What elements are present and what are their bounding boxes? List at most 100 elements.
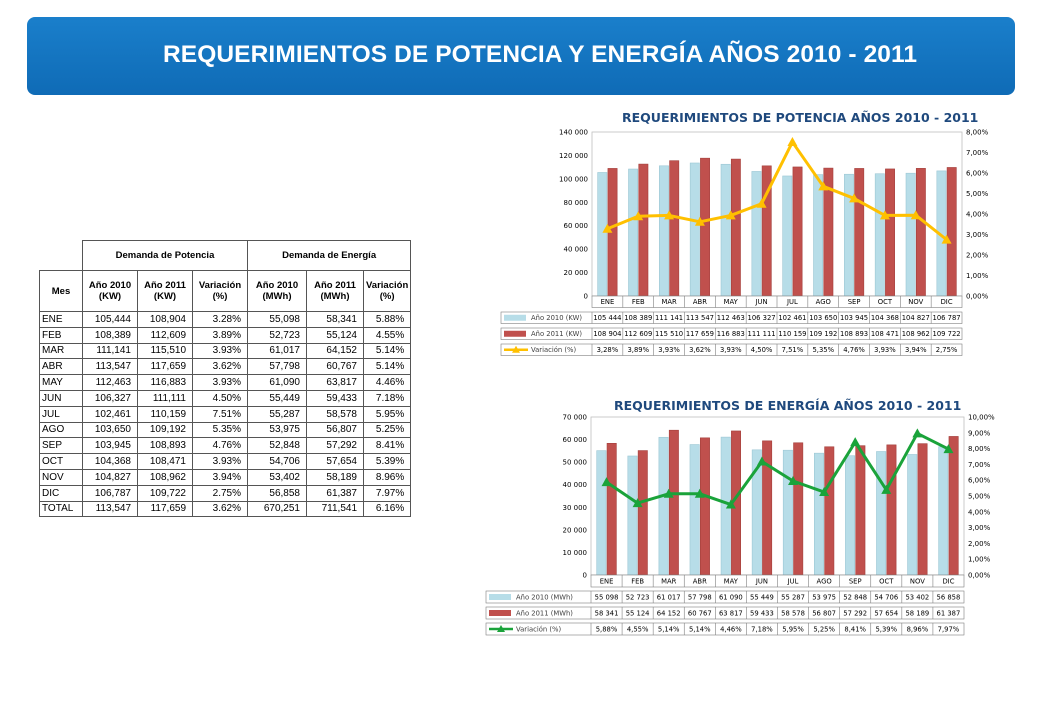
data-label: 57 654 (874, 610, 898, 618)
series-name: Año 2010 (KW) (531, 314, 582, 322)
y-tick-label: 60 000 (563, 436, 588, 444)
bar (792, 166, 803, 297)
table-cell: 4.55% (362, 326, 412, 344)
table-cell: 57,292 (306, 437, 364, 455)
y-tick-label: 0 (584, 293, 588, 301)
data-label: 3,89% (627, 346, 649, 354)
line-point (663, 488, 674, 498)
data-label: 4,46% (720, 626, 742, 634)
bar (700, 157, 710, 297)
bar (689, 162, 700, 297)
table-cell: 111,111 (137, 389, 193, 407)
data-label: 110 159 (778, 330, 806, 338)
column-header: Año 2010 (KW) (82, 270, 138, 312)
y2-tick-label: 3,00% (968, 524, 991, 532)
data-label: 54 706 (874, 594, 898, 602)
line-point (943, 444, 954, 454)
data-label: 60 767 (688, 610, 712, 618)
legend-key (504, 330, 526, 337)
bar (659, 165, 669, 297)
data-label: 5,39% (875, 626, 897, 634)
data-label: 61 090 (719, 594, 743, 602)
data-label: 113 547 (686, 314, 714, 322)
series-name: Año 2010 (MWh) (516, 594, 573, 602)
table-cell: 113,547 (82, 358, 138, 376)
category-label: DIC (941, 298, 953, 306)
bar (793, 442, 804, 576)
data-label: 56 807 (812, 610, 836, 618)
y-tick-label: 70 000 (563, 414, 588, 422)
y2-tick-label: 3,00% (966, 231, 989, 239)
category-label: JUN (755, 298, 768, 306)
bar (658, 436, 669, 576)
y2-tick-label: 5,00% (968, 493, 991, 501)
y2-tick-label: 9,00% (968, 429, 991, 437)
bar (668, 429, 679, 576)
table-cell: 103,945 (82, 437, 138, 455)
data-label: 111 141 (655, 314, 683, 322)
bar (905, 172, 916, 297)
table-cell: 112,609 (137, 326, 193, 344)
series-row (485, 590, 965, 604)
table-cell: 4.50% (192, 389, 248, 407)
category-label: MAR (661, 298, 677, 306)
y-tick-label: 40 000 (564, 246, 589, 254)
bar (689, 444, 700, 576)
table-cell: 52,848 (247, 437, 307, 455)
y2-tick-label: 1,00% (966, 272, 989, 280)
table-row: TOTAL 113,547 117,659 3.62% 670,251 711,541 6.… (39, 500, 412, 518)
data-label: 103 650 (809, 314, 837, 322)
table-header-row: Mes Año 2010 (KW) Año 2011 (KW) Variación (… (39, 270, 412, 312)
data-label: 7,18% (751, 626, 773, 634)
data-label: 106 787 (933, 314, 961, 322)
y2-tick-label: 0,00% (968, 572, 991, 580)
title-banner: REQUERIMIENTOS DE POTENCIA Y ENERGÍA AÑO… (27, 17, 1015, 95)
table-cell: 5.95% (362, 405, 412, 423)
data-label: 55 124 (626, 610, 650, 618)
table-row: FEB 108,389 112,609 3.89% 52,723 55,124 4.55% (39, 326, 412, 344)
y2-tick-label: 7,00% (966, 149, 989, 157)
data-label: 57 798 (688, 594, 712, 602)
table-cell: 3.93% (192, 342, 248, 360)
bar (782, 449, 793, 576)
table-cell: 111,141 (82, 342, 138, 360)
data-label: 104 827 (902, 314, 930, 322)
line-point (910, 210, 921, 220)
line-point (601, 477, 612, 487)
column-header: Año 2011 (MWh) (306, 270, 364, 312)
bar (915, 168, 926, 297)
table-row: NOV 104,827 108,962 3.94% 53,402 58,189 8.96% (39, 468, 412, 486)
energy-chart-title: REQUERIMIENTOS DE ENERGÍA AÑOS 2010 - 20… (614, 398, 962, 413)
data-label: 58 189 (905, 610, 929, 618)
bar (720, 163, 731, 297)
data-label: 53 975 (812, 594, 836, 602)
table-cell: 53,402 (247, 468, 307, 486)
category-label: MAY (724, 298, 739, 306)
data-label: 55 287 (781, 594, 805, 602)
bar (638, 163, 649, 297)
series-row (485, 606, 965, 620)
bar (876, 451, 887, 576)
table-cell: 5.14% (362, 342, 412, 360)
category-label: MAR (661, 578, 677, 586)
y2-tick-label: 7,00% (968, 461, 991, 469)
table-row: DIC 106,787 109,722 2.75% 56,858 61,387 7.97% (39, 484, 412, 502)
table-cell: 102,461 (82, 405, 138, 423)
y2-tick-label: 8,00% (966, 129, 989, 137)
table-cell: 55,124 (306, 326, 364, 344)
table-cell: 5.88% (362, 311, 412, 328)
table-row: ENE 105,444 108,904 3.28% 55,098 58,341 5.88% (39, 311, 412, 328)
line-point (881, 484, 892, 494)
data-label: 106 327 (748, 314, 776, 322)
bar (917, 443, 928, 576)
line-point (756, 198, 767, 208)
table-cell: 670,251 (247, 500, 307, 518)
bar (782, 175, 793, 297)
y-tick-label: 100 000 (559, 175, 588, 183)
y-tick-label: 40 000 (563, 481, 588, 489)
data-label: 3,93% (874, 346, 896, 354)
category-label: NOV (910, 578, 925, 586)
energy-chart: 0 10 000 20 000 30 000 40 000 50 000 60 000 70 … (485, 414, 995, 636)
bar (824, 446, 835, 576)
series-name: Variación (%) (531, 346, 576, 354)
